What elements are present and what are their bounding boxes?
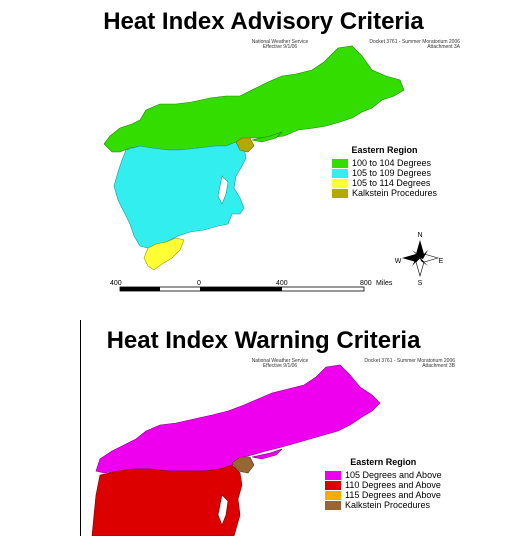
warning-agency-note: National Weather Service Effective 9/1/0… <box>250 359 310 369</box>
advisory-agency-line-2: Effective 9/1/06 <box>262 44 298 50</box>
warning-legend-swatch <box>325 500 341 510</box>
advisory-legend-item: 105 to 114 Degrees <box>332 178 437 188</box>
advisory-legend-label: 100 to 104 Degrees <box>352 158 432 168</box>
advisory-map: N S E W <box>103 45 444 292</box>
warning-map <box>91 364 381 536</box>
advisory-legend-label: 105 to 114 Degrees <box>352 178 431 188</box>
warning-legend: Eastern Region 105 Degrees and Above 110… <box>325 457 442 510</box>
warning-legend-label: 105 Degrees and Above <box>345 470 442 480</box>
advisory-chesapeake-bay <box>217 175 229 205</box>
warning-legend-swatch <box>325 490 341 500</box>
warning-legend-title: Eastern Region <box>350 457 417 467</box>
warning-legend-swatch <box>325 470 341 480</box>
warning-region-kalkstein <box>231 456 255 474</box>
warning-map-title: Heat Index Warning Criteria <box>106 327 421 354</box>
scale-label-400-left: 400 <box>110 280 122 287</box>
advisory-agency-note: National Weather Service Effective 9/1/0… <box>250 40 310 50</box>
advisory-agency-line-1: National Weather Service <box>251 39 309 45</box>
warning-legend-item: 110 Degrees and Above <box>325 480 442 490</box>
warning-region-red <box>91 464 243 536</box>
warning-legend-swatch <box>325 480 341 490</box>
advisory-legend-item: Kalkstein Procedures <box>332 188 437 198</box>
advisory-legend-item: 100 to 104 Degrees <box>332 158 437 168</box>
warning-legend-label: Kalkstein Procedures <box>345 500 431 510</box>
advisory-legend-title: Eastern Region <box>351 145 418 155</box>
advisory-legend-swatch <box>332 178 348 188</box>
warning-legend-item: Kalkstein Procedures <box>325 500 442 510</box>
advisory-long-island <box>251 131 283 143</box>
advisory-legend-swatch <box>332 168 348 178</box>
advisory-map-panel: Heat Index Advisory Criteria National We… <box>103 8 460 292</box>
advisory-region-cyan <box>113 141 247 249</box>
compass-east-label: E <box>439 258 444 265</box>
advisory-docket-line-1: Docket 3761 - Summer Moratorium 2006 <box>369 39 460 45</box>
advisory-legend-swatch <box>332 188 348 198</box>
scale-label-units: Miles <box>376 280 393 287</box>
warning-docket-line-1: Docket 3761 - Summer Moratorium 2006 <box>364 358 455 364</box>
advisory-docket-line-2: Attachment 3A <box>427 44 460 50</box>
warning-map-panel: Heat Index Warning Criteria National Wea… <box>0 315 527 536</box>
advisory-map-title: Heat Index Advisory Criteria <box>103 8 424 35</box>
advisory-docket-note: Docket 3761 - Summer Moratorium 2006 Att… <box>360 40 460 50</box>
warning-docket-note: Docket 3761 - Summer Moratorium 2006 Att… <box>355 359 455 369</box>
advisory-legend: Eastern Region 100 to 104 Degrees 105 to… <box>332 145 437 198</box>
compass-west-label: W <box>395 258 402 265</box>
warning-legend-item: 115 Degrees and Above <box>325 490 442 500</box>
advisory-region-kalkstein <box>235 137 255 153</box>
panel-divider-line <box>80 320 81 536</box>
advisory-legend-label: Kalkstein Procedures <box>352 188 438 198</box>
advisory-scale-bar <box>119 286 365 292</box>
north-arrow-icon <box>402 240 440 278</box>
scale-label-0: 0 <box>197 280 201 287</box>
advisory-region-yellow <box>143 237 185 271</box>
compass-north-label: N <box>417 232 422 239</box>
advisory-legend-item: 105 to 109 Degrees <box>332 168 437 178</box>
scale-label-800: 800 <box>360 280 372 287</box>
scale-label-400-right: 400 <box>276 280 288 287</box>
advisory-legend-label: 105 to 109 Degrees <box>352 168 432 178</box>
warning-chesapeake-bay <box>217 494 229 526</box>
warning-legend-item: 105 Degrees and Above <box>325 470 442 480</box>
warning-long-island <box>251 448 283 460</box>
warning-legend-label: 115 Degrees and Above <box>345 490 441 500</box>
advisory-legend-swatch <box>332 158 348 168</box>
advisory-region-green <box>103 45 405 153</box>
warning-agency-line-2: Effective 9/1/06 <box>262 363 298 369</box>
warning-agency-line-1: National Weather Service <box>251 358 309 364</box>
compass-south-label: S <box>418 280 423 287</box>
warning-legend-label: 110 Degrees and Above <box>345 480 441 490</box>
warning-docket-line-2: Attachment 3B <box>422 363 455 369</box>
